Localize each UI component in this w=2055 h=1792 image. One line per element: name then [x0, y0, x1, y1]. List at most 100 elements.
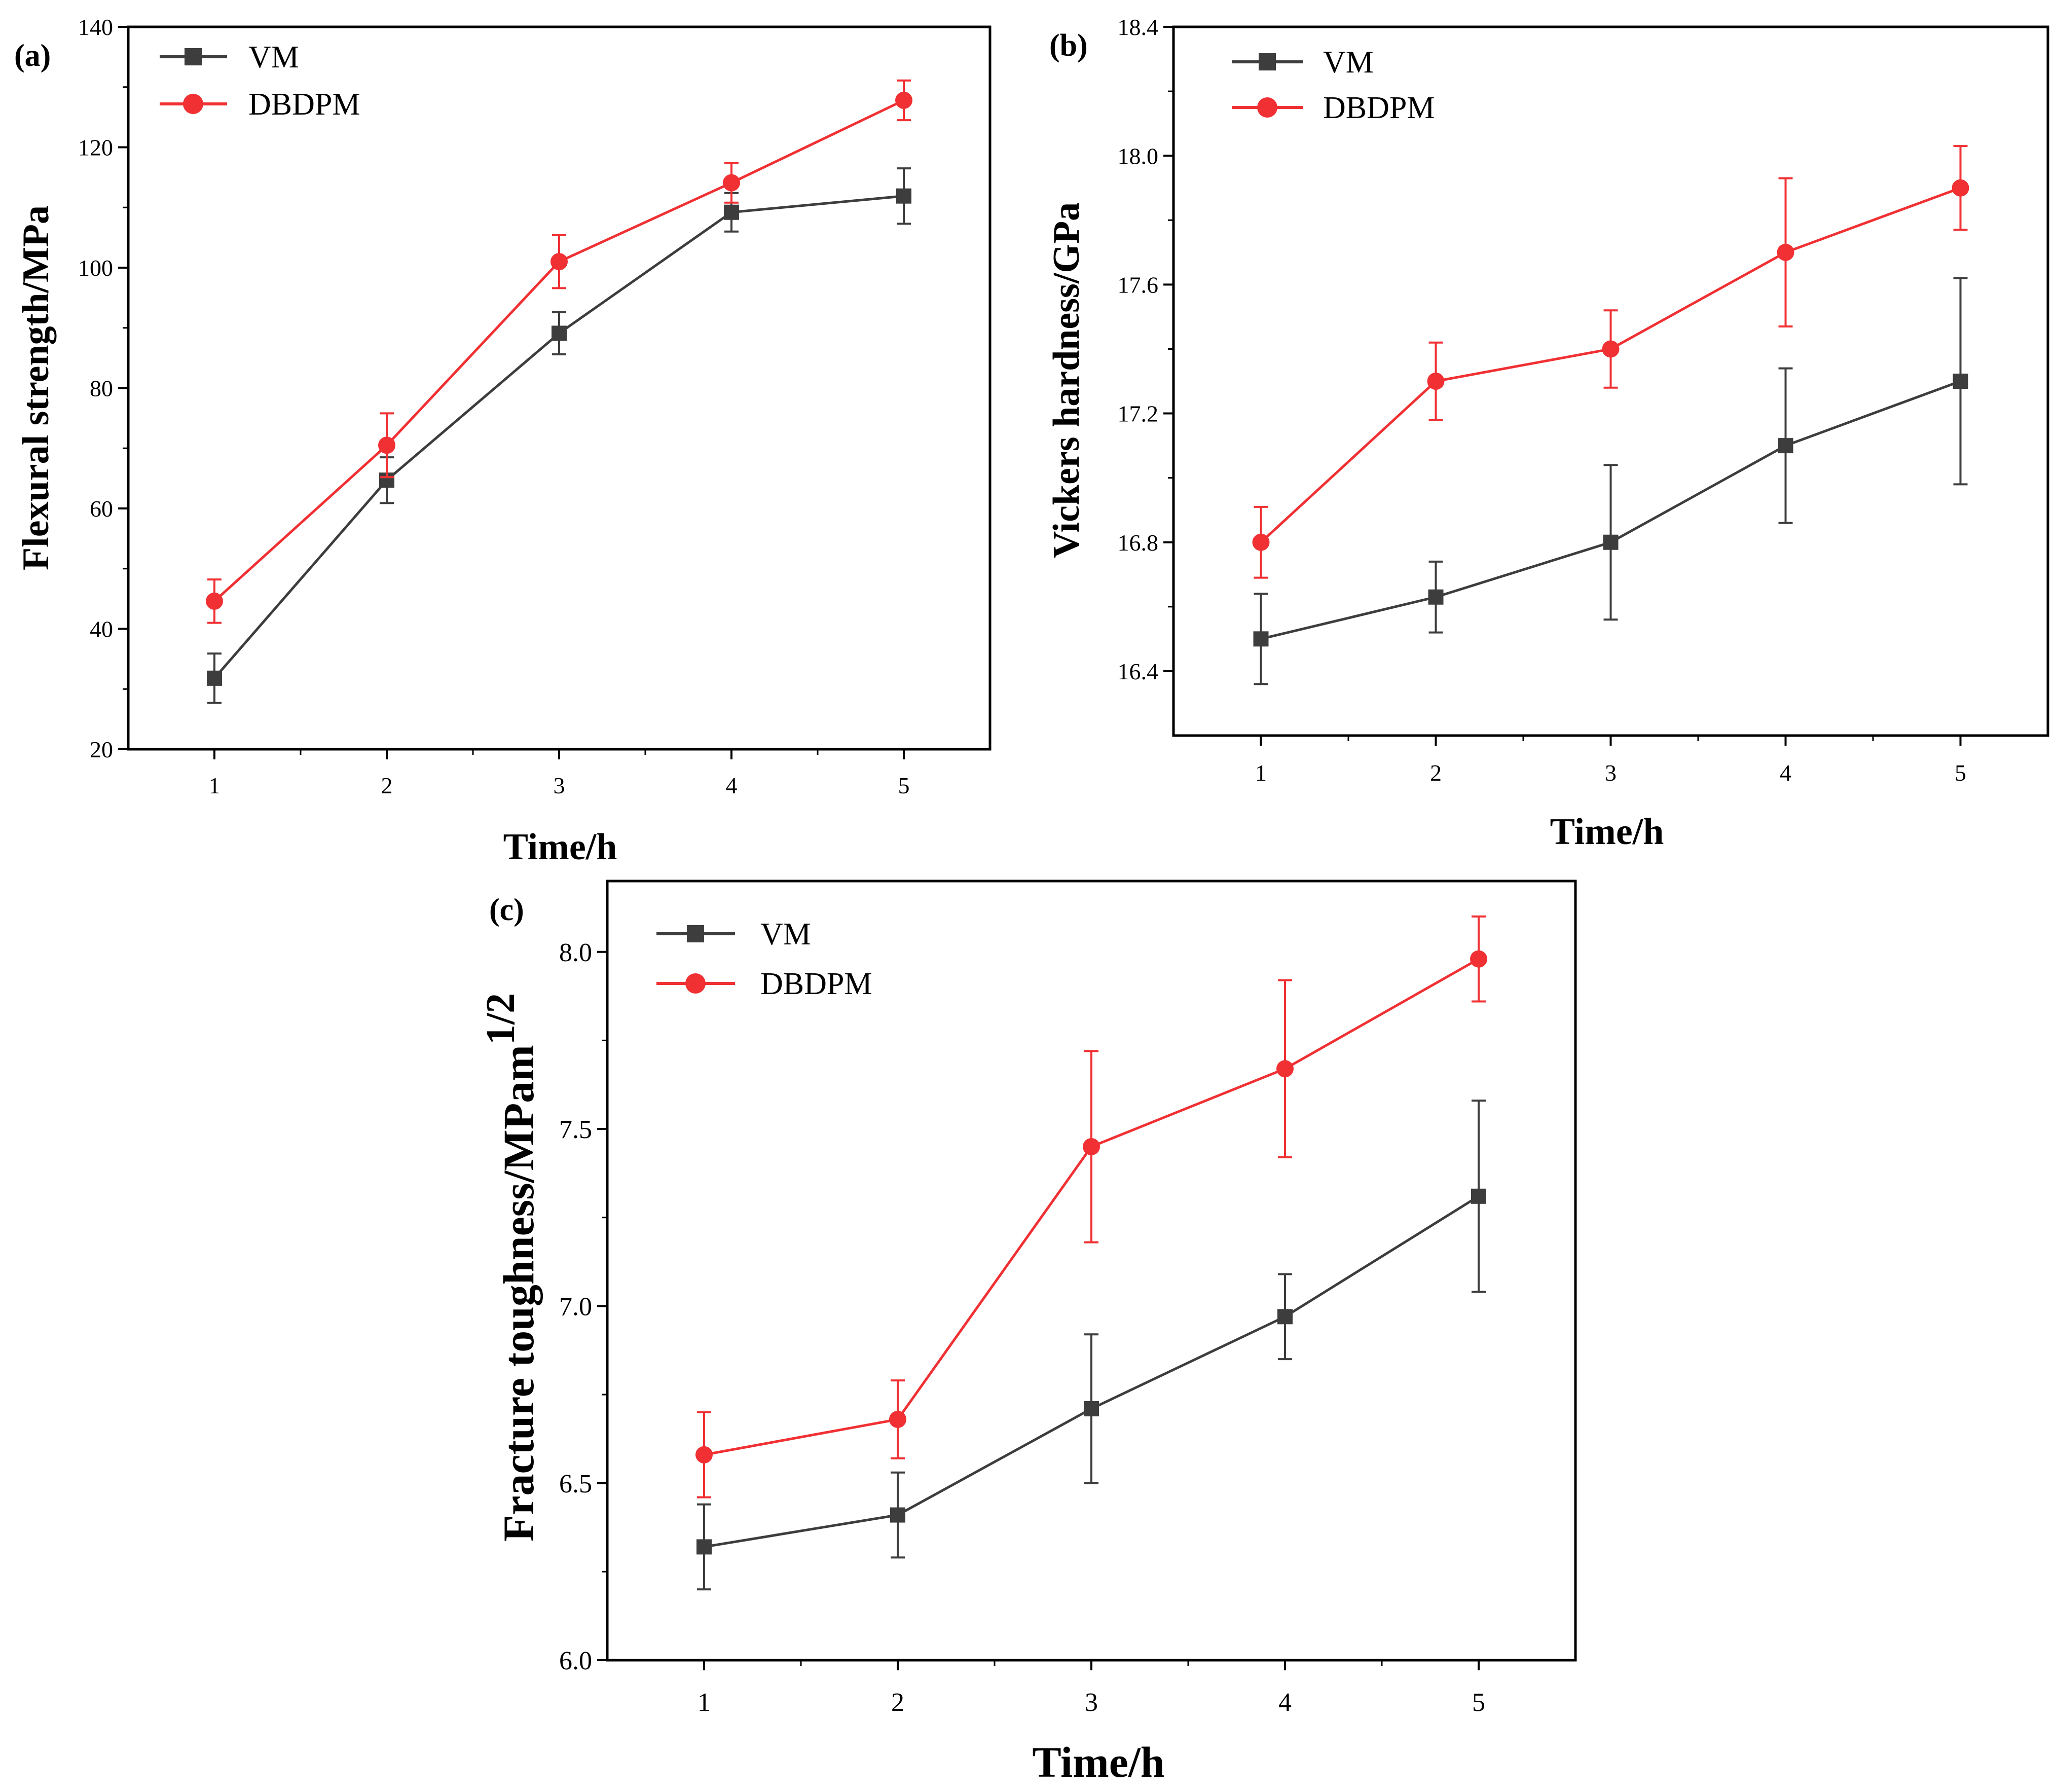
panel-a-series-vm-point	[724, 204, 739, 220]
panel-b-x-tick-label: 5	[1955, 760, 1966, 786]
panel-b-x-ticks: 1 2 3 4 5	[1255, 736, 1966, 786]
panel-c-x-axis-label: Time/h	[1032, 1738, 1164, 1786]
panel-c-plot-frame	[606, 880, 1577, 1662]
panel-c-y-tick-label: 7.0	[559, 1293, 592, 1322]
panel-b-y-tick-label: 18.4	[1118, 14, 1159, 40]
panel-b-y-tick-label: 17.6	[1118, 272, 1159, 298]
panel-b-series-dbdpm-point	[1952, 179, 1969, 197]
panel-a-x-tick-label: 1	[209, 773, 221, 798]
panel-c-legend-dbdpm-text: DBDPM	[760, 967, 872, 1001]
panel-b-series-dbdpm-point	[1777, 243, 1794, 261]
panel-c-series-vm	[696, 1100, 1486, 1591]
panel-c-series-vm-point	[890, 1507, 905, 1523]
panel-b-legend-dbdpm-text: DBDPM	[1323, 91, 1435, 125]
panel-b-series-vm-point	[1428, 589, 1444, 605]
panel-a-x-tick-label: 3	[554, 773, 565, 798]
panel-c-series-vm-point	[696, 1539, 712, 1555]
panel-a-y-tick-label: 60	[90, 496, 113, 522]
panel-b-series-vm	[1253, 277, 1968, 685]
panel-a-x-tick-label: 5	[898, 773, 910, 798]
panel-a-legend-dbdpm-text: DBDPM	[248, 87, 360, 122]
panel-c-series-dbdpm-point	[889, 1410, 906, 1428]
panel-a-legend-vm-text: VM	[248, 40, 299, 75]
panel-a-y-tick-label: 40	[90, 616, 113, 642]
panel-c-series-dbdpm	[695, 915, 1487, 1498]
panel-b-series-dbdpm	[1252, 145, 1969, 579]
panel-a-x-tick-label: 2	[381, 773, 393, 798]
panel-a-series-vm-point	[552, 325, 567, 341]
panel-b-y-tick-label: 16.4	[1118, 659, 1159, 684]
panel-b-x-axis-label: Time/h	[1550, 811, 1664, 853]
panel-a-y-axis-label: Flexural strength/MPa	[15, 205, 57, 570]
panel-a-y-tick-label: 20	[90, 737, 113, 762]
panel-b-legend-vm-text: VM	[1323, 45, 1374, 80]
panel-c-y-tick-label: 7.5	[559, 1115, 592, 1144]
panel-c-y-ticks: 6.0 6.5 7.0 7.5 8.0	[559, 938, 607, 1675]
panel-b-legend-dbdpm-marker	[1257, 97, 1277, 118]
panel-c-legend-vm-marker	[687, 925, 704, 942]
panel-c-label: (c)	[489, 893, 524, 927]
panel-c-series-dbdpm-point	[1276, 1060, 1294, 1078]
panel-c-y-axis-label-sup: 1/2	[479, 993, 523, 1045]
panel-a-y-tick-label: 100	[78, 255, 113, 281]
panel-c-legend-dbdpm-marker	[685, 973, 706, 994]
panel-a-series-vm	[207, 167, 911, 704]
panel-a-flexural-strength: (a) 20 40 60 80 100 120 140 1 2 3 4 5 VM DBDPM Fle…	[14, 14, 992, 868]
panel-a-legend-dbdpm-marker	[183, 94, 203, 114]
panel-b-series-dbdpm-point	[1602, 340, 1620, 358]
panel-b-x-tick-label: 3	[1605, 760, 1617, 786]
panel-c-series-dbdpm-point	[1083, 1138, 1100, 1155]
panel-b-x-tick-label: 4	[1780, 760, 1791, 786]
panel-c-x-tick-label: 5	[1472, 1688, 1485, 1717]
panel-b-series-vm-point	[1603, 534, 1619, 550]
panel-a-y-tick-label: 120	[78, 135, 113, 161]
panel-c-series-vm-point	[1277, 1309, 1293, 1325]
panel-c-series-dbdpm-point	[695, 1446, 713, 1464]
panel-a-series-vm-point	[896, 188, 911, 204]
panel-c-x-tick-label: 4	[1278, 1688, 1292, 1717]
panel-b-x-tick-label: 2	[1430, 760, 1442, 786]
panel-a-series-dbdpm-point	[378, 436, 395, 454]
panel-a-legend: VM DBDPM	[160, 40, 360, 122]
panel-b-series-vm-point	[1253, 631, 1269, 647]
panel-c-series-dbdpm-point	[1470, 950, 1487, 968]
panel-b-vickers-hardness: (b) 16.4 16.8 17.2 17.6 18.0 18.4 1 2 3 4 5 VM DB…	[1046, 14, 2049, 853]
panel-c-series-vm-point	[1084, 1401, 1099, 1416]
panel-b-series-vm-point	[1953, 374, 1968, 389]
panel-a-series-dbdpm-point	[723, 174, 740, 192]
panel-a-series-vm-point	[207, 670, 222, 686]
panel-a-series-dbdpm	[206, 79, 912, 624]
panel-a-x-ticks: 1 2 3 4 5	[209, 749, 910, 798]
panel-a-y-tick-label: 140	[78, 14, 113, 40]
panel-b-y-ticks: 16.4 16.8 17.2 17.6 18.0 18.4	[1118, 14, 1173, 684]
panel-c-y-tick-label: 6.0	[559, 1647, 592, 1675]
panel-a-legend-vm-marker	[185, 48, 202, 65]
panel-b-y-axis-label: Vickers hardness/GPa	[1046, 202, 1087, 558]
panel-b-y-tick-label: 18.0	[1118, 143, 1159, 169]
panel-b-series	[1252, 145, 1969, 685]
panel-b-legend-vm-marker	[1259, 53, 1276, 70]
panel-a-series-dbdpm-point	[206, 592, 223, 610]
panel-a-y-tick-label: 80	[90, 376, 113, 401]
panel-c-x-tick-label: 3	[1085, 1688, 1098, 1717]
panel-a-x-tick-label: 4	[726, 773, 738, 798]
panel-c-legend: VM DBDPM	[656, 917, 872, 1001]
panel-c-series	[695, 915, 1487, 1591]
panel-b-y-tick-label: 16.8	[1118, 530, 1159, 556]
panel-b-x-tick-label: 1	[1255, 760, 1267, 786]
panel-c-legend-vm-text: VM	[760, 917, 811, 952]
panel-b-label: (b)	[1049, 28, 1088, 63]
panel-c-x-tick-label: 2	[891, 1688, 904, 1717]
panel-c-y-tick-label: 6.5	[559, 1470, 592, 1498]
panel-c-x-tick-label: 1	[698, 1688, 711, 1717]
panel-a-series	[206, 79, 912, 704]
panel-a-label: (a)	[14, 39, 51, 73]
panel-b-series-dbdpm-point	[1427, 373, 1445, 390]
panel-b-y-tick-label: 17.2	[1118, 401, 1159, 427]
panel-a-y-ticks: 20 40 60 80 100 120 140	[78, 14, 128, 762]
panel-c-fracture-toughness: (c) 6.0 6.5 7.0 7.5 8.0 1 2 3 4 5 VM DBDPM Fract…	[479, 880, 1577, 1786]
panel-c-y-axis-label-main: Fracture toughness/MPam	[494, 1045, 543, 1542]
panel-b-series-dbdpm-point	[1252, 533, 1270, 551]
panel-a-plot-frame	[127, 25, 992, 751]
